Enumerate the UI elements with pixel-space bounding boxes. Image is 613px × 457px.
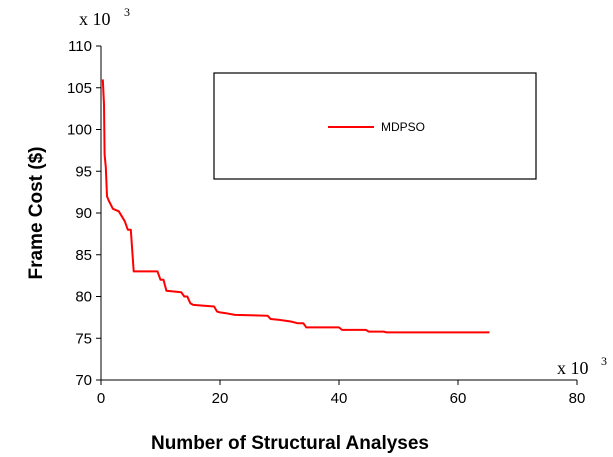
x-tick-label: 40 <box>331 390 348 407</box>
y-tick-label: 85 <box>75 247 92 264</box>
legend: MDPSO <box>213 72 537 180</box>
x-tick-label: 60 <box>450 390 467 407</box>
y-tick-label: 110 <box>68 38 92 55</box>
y-tick-label: 100 <box>67 122 92 139</box>
x-axis-label: Number of Structural Analyses <box>151 433 429 454</box>
y-axis-label: Frame Cost ($) <box>26 146 47 279</box>
y-multiplier-exponent: 3 <box>124 5 130 19</box>
x-multiplier-base: x 10 <box>557 358 589 378</box>
y-tick-label: 80 <box>75 289 92 306</box>
chart-axes <box>96 45 578 385</box>
x-tick-label: 80 <box>569 390 586 407</box>
x-tick-label: 20 <box>212 390 229 407</box>
y-multiplier: x 10 3 <box>79 5 130 29</box>
y-tick-label: 105 <box>67 80 92 97</box>
x-multiplier-exponent: 3 <box>601 354 607 368</box>
y-tick-label: 90 <box>75 205 92 222</box>
chart-series <box>101 79 490 334</box>
legend-box <box>213 72 537 180</box>
y-tick-label: 75 <box>75 330 92 347</box>
legend-label: MDPSO <box>381 120 425 134</box>
series-line-mdpso <box>101 79 490 334</box>
x-multiplier: x 10 3 <box>557 354 607 378</box>
y-multiplier-base: x 10 <box>79 9 111 29</box>
tick-labels: 70 75 80 85 90 95 100 105 110 0 20 40 60 80 <box>67 38 585 407</box>
y-tick-label: 70 <box>75 372 92 389</box>
y-tick-label: 95 <box>75 163 92 180</box>
x-tick-label: 0 <box>97 390 105 407</box>
